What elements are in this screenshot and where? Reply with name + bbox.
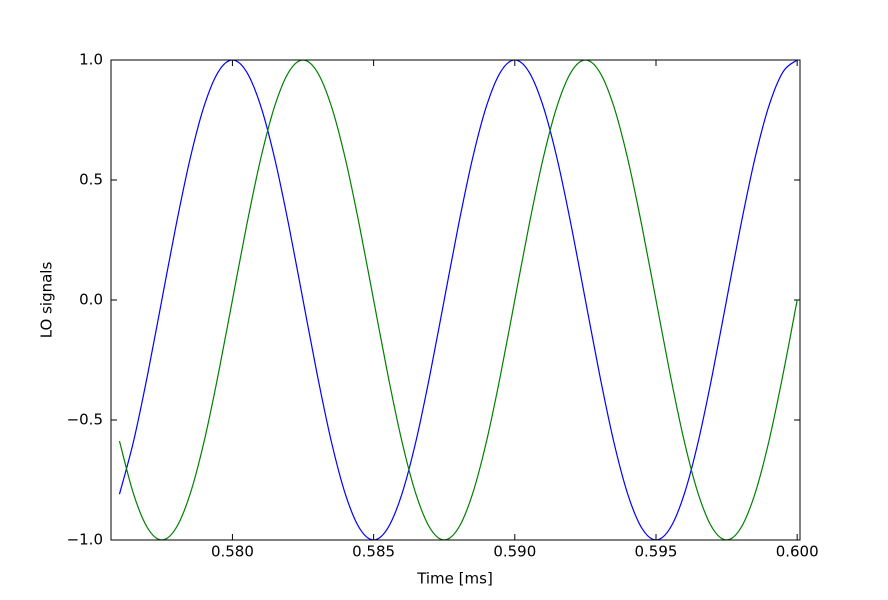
plot-frame bbox=[110, 59, 801, 541]
x-tick-label: 0.590 bbox=[493, 543, 536, 561]
y-tick-label: 0.0 bbox=[79, 291, 103, 309]
y-tick-label: −1.0 bbox=[67, 531, 103, 549]
y-tick-label: 1.0 bbox=[79, 51, 103, 69]
x-tick-label: 0.595 bbox=[635, 543, 678, 561]
x-tick-label: 0.600 bbox=[776, 543, 819, 561]
x-tick-label: 0.585 bbox=[352, 543, 395, 561]
y-tick-label: −0.5 bbox=[67, 411, 103, 429]
y-tick-label: 0.5 bbox=[79, 171, 103, 189]
x-axis-label: Time [ms] bbox=[416, 570, 493, 588]
y-axis-label: LO signals bbox=[38, 262, 56, 339]
series-line bbox=[118, 60, 798, 540]
x-tick-label: 0.580 bbox=[211, 543, 254, 561]
series-line bbox=[118, 60, 798, 540]
